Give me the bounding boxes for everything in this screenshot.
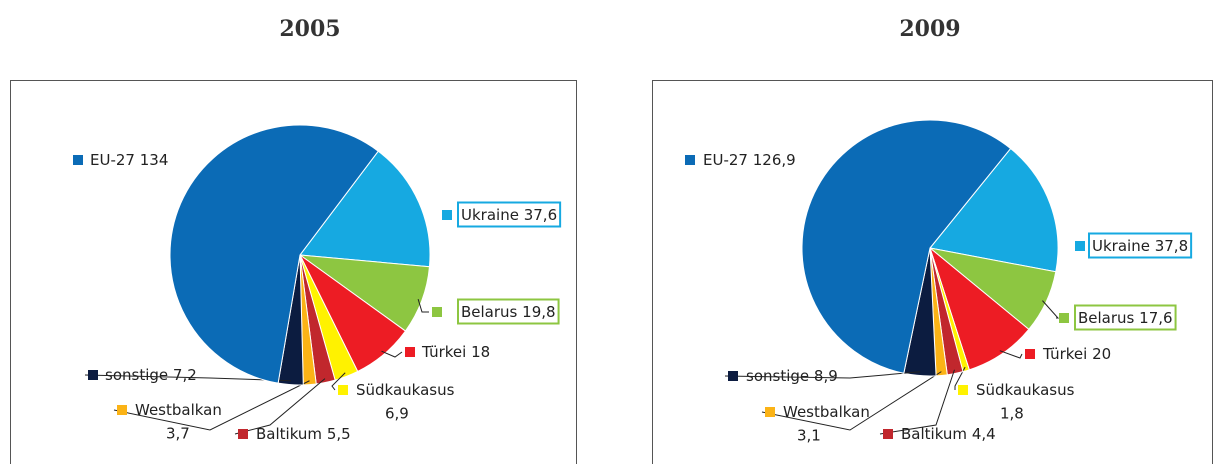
category-name: Westbalkan [135, 401, 222, 419]
legend-swatch [958, 385, 968, 395]
chart-title: 2005 [279, 16, 340, 42]
legend-swatch [883, 429, 893, 439]
value-label: 18 [471, 343, 490, 361]
legend-swatch [88, 370, 98, 380]
category-name: Baltikum [901, 425, 967, 443]
legend-swatch [728, 371, 738, 381]
slice-label: sonstige 8,9 [746, 367, 838, 385]
value-label: 6,9 [385, 405, 409, 423]
category-name: Südkaukasus [356, 381, 455, 399]
pie-slice [929, 147, 1059, 273]
legend-swatch [338, 385, 348, 395]
frame [10, 80, 577, 468]
slice-label: Baltikum 4,4 [901, 425, 996, 443]
value-label: 4,4 [972, 425, 996, 443]
value-label: 37,6 [524, 206, 557, 224]
legend-swatch [1025, 349, 1035, 359]
legend-swatch [442, 210, 452, 220]
chart-title: 2009 [899, 16, 960, 42]
slice-label: sonstige 7,2 [105, 366, 197, 384]
legend-swatch [73, 155, 83, 165]
slice-label: Westbalkan [783, 403, 870, 421]
leader-line [1042, 300, 1060, 319]
slice-label: Südkaukasus [976, 381, 1075, 399]
value-label: 3,7 [166, 425, 190, 443]
leader-line [761, 371, 942, 431]
category-name: sonstige [746, 367, 809, 385]
label-box [1088, 232, 1193, 259]
category-name: Baltikum [256, 425, 322, 443]
leader-line [954, 366, 966, 390]
leader-line [724, 371, 921, 379]
leader-line [331, 372, 346, 391]
value-label: 20 [1092, 345, 1111, 363]
category-name: EU-27 [703, 151, 748, 169]
pie-slice [801, 119, 1012, 374]
value-label: 3,1 [797, 427, 821, 445]
slice-label: Westbalkan [135, 401, 222, 419]
value-label: 134 [140, 151, 169, 169]
category-name: Westbalkan [783, 403, 870, 421]
label-box [457, 201, 562, 228]
value-label: 37,8 [1155, 237, 1188, 255]
slice-label: Ukraine 37,8 [1092, 237, 1188, 255]
leader-line [417, 298, 429, 313]
value-label: 19,8 [522, 303, 555, 321]
slice-label: Türkei 18 [421, 343, 490, 361]
category-name: Türkei [1042, 345, 1087, 363]
slice-label: EU-27 134 [90, 151, 168, 169]
category-name: Ukraine [1092, 237, 1150, 255]
slice-label: Belarus 19,8 [461, 303, 556, 321]
legend-swatch [1059, 313, 1069, 323]
value-label: 5,5 [327, 425, 351, 443]
frame [652, 80, 1213, 468]
category-name: Ukraine [461, 206, 519, 224]
value-label: 17,6 [1139, 309, 1172, 327]
leader-line [999, 350, 1023, 359]
category-name: sonstige [105, 366, 168, 384]
slice-label: Baltikum 5,5 [256, 425, 351, 443]
slice-label: Ukraine 37,6 [461, 206, 557, 224]
value-label: 7,2 [173, 366, 197, 384]
slice-label: Südkaukasus [356, 381, 455, 399]
pie-slice [299, 150, 431, 268]
category-name: Türkei [421, 343, 466, 361]
legend-swatch [405, 347, 415, 357]
legend-swatch [765, 407, 775, 417]
slice-label: Türkei 20 [1042, 345, 1111, 363]
leader-line [381, 350, 403, 358]
pie-slice [169, 124, 379, 384]
value-label: 8,9 [814, 367, 838, 385]
legend-swatch [432, 307, 442, 317]
slice-label: Belarus 17,6 [1078, 309, 1173, 327]
category-name: Belarus [461, 303, 518, 321]
category-name: Belarus [1078, 309, 1135, 327]
value-label: 1,8 [1000, 405, 1024, 423]
value-label: 126,9 [753, 151, 796, 169]
label-box [457, 298, 560, 325]
category-name: Südkaukasus [976, 381, 1075, 399]
legend-swatch [685, 155, 695, 165]
legend-swatch [117, 405, 127, 415]
label-box [1074, 304, 1177, 331]
category-name: EU-27 [90, 151, 135, 169]
leader-line [113, 380, 310, 431]
leader-line [879, 369, 955, 435]
legend-swatch [238, 429, 248, 439]
legend-swatch [1075, 241, 1085, 251]
slice-label: EU-27 126,9 [703, 151, 796, 169]
